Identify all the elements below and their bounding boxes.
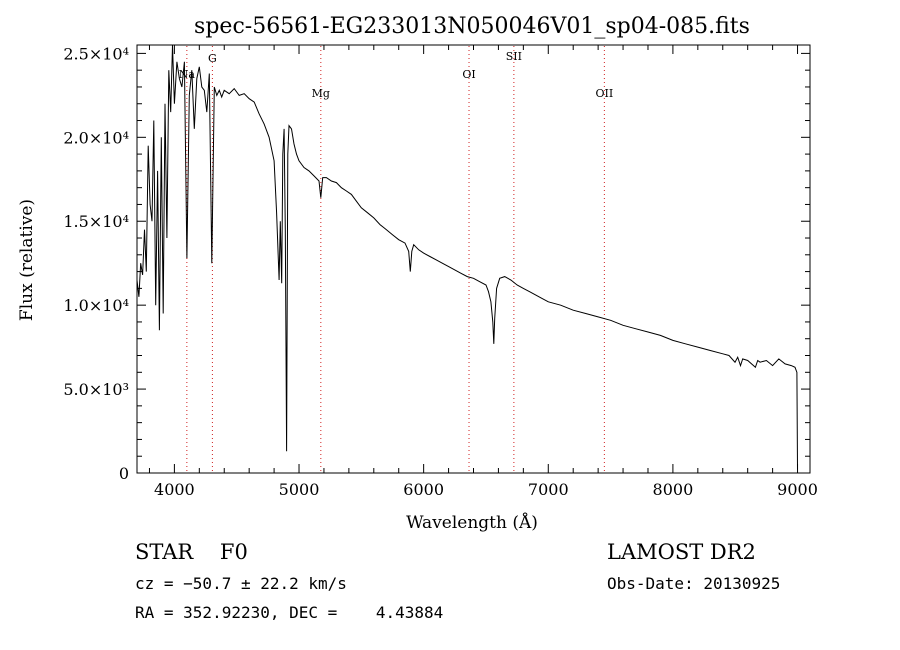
- x-axis-ticks: 4000 5000 6000 7000 8000 9000: [148, 45, 818, 499]
- cz-text: cz = −50.7 ± 22.2 km/s: [135, 574, 347, 593]
- y-tick-label: 5.0×10³: [63, 380, 129, 399]
- coordinates-text: RA = 352.92230, DEC = 4.43884: [135, 603, 444, 622]
- star-class-text: STAR F0: [135, 540, 248, 564]
- y-axis-label: Flux (relative): [17, 199, 37, 321]
- x-axis-label: Wavelength (Å): [406, 512, 538, 533]
- line-marker-label-mg: Mg: [312, 87, 330, 100]
- y-tick-label: 2.5×10⁴: [63, 44, 129, 63]
- y-tick-label: 1.0×10⁴: [63, 296, 129, 315]
- line-markers: Na G Mg OI SII OII: [179, 46, 613, 472]
- x-tick-label: 5000: [279, 480, 320, 499]
- spectrum-line: [136, 44, 798, 470]
- chart-title: spec-56561-EG233013N050046V01_sp04-085.f…: [194, 14, 750, 39]
- y-axis-ticks: 0 5.0×10³ 1.0×10⁴ 1.5×10⁴ 2.0×10⁴ 2.5×10⁴: [63, 44, 810, 483]
- y-tick-label: 1.5×10⁴: [63, 212, 129, 231]
- survey-text: LAMOST DR2: [607, 540, 756, 564]
- line-marker-label-sii: SII: [506, 50, 522, 63]
- plot-area: [136, 44, 811, 474]
- line-marker-label-oi: OI: [462, 68, 475, 81]
- obs-date-text: Obs-Date: 20130925: [607, 574, 781, 593]
- line-marker-label-oii: OII: [596, 87, 614, 100]
- x-tick-label: 9000: [777, 480, 818, 499]
- spectrum-chart: spec-56561-EG233013N050046V01_sp04-085.f…: [17, 14, 818, 533]
- line-marker-label-g: G: [208, 52, 217, 65]
- x-tick-label: 4000: [154, 480, 195, 499]
- x-tick-label: 6000: [403, 480, 444, 499]
- line-marker-label-na: Na: [179, 68, 196, 81]
- y-tick-label: 0: [119, 464, 129, 483]
- y-tick-label: 2.0×10⁴: [63, 128, 129, 147]
- x-tick-label: 8000: [653, 480, 694, 499]
- x-tick-label: 7000: [528, 480, 569, 499]
